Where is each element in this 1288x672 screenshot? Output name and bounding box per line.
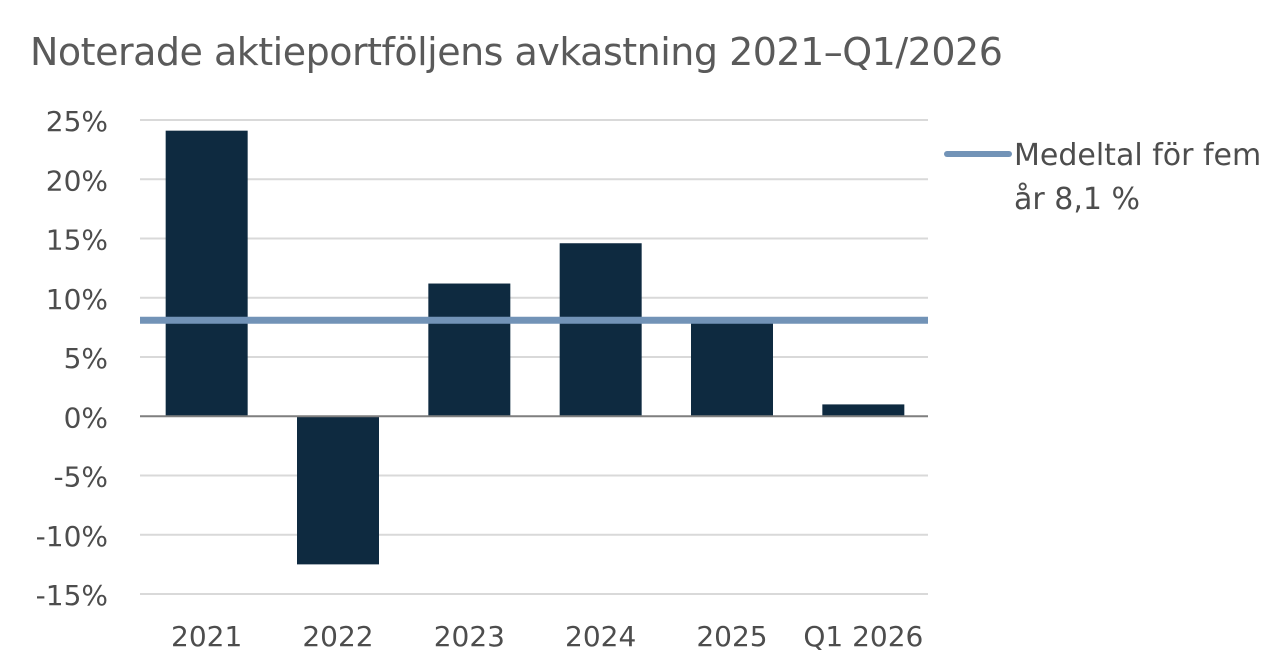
x-axis-tick-labels: 2021 2022 2023 2024 2025 Q1 2026	[171, 620, 923, 653]
y-tick-label: 20%	[46, 164, 108, 197]
bar-q1-2026	[822, 404, 905, 417]
chart-title: Noterade aktieportföljens avkastning 202…	[30, 30, 1003, 74]
y-tick-label: -10%	[36, 520, 108, 553]
gridlines	[140, 119, 928, 595]
bar-2024	[559, 243, 642, 417]
legend-average-label: Medeltal för fem år 8,1 %	[1014, 138, 1262, 217]
bars	[165, 130, 905, 565]
bar-2025	[691, 321, 773, 417]
y-tick-label: 10%	[46, 283, 108, 316]
x-tick-label: 2024	[565, 620, 636, 653]
x-tick-label: 2021	[171, 620, 242, 653]
bar-2021	[165, 130, 248, 417]
bar-2023	[428, 283, 511, 417]
y-tick-label: -15%	[36, 579, 108, 612]
x-tick-label: 2023	[434, 620, 505, 653]
bar-2022	[297, 416, 379, 565]
y-tick-label: -5%	[53, 461, 108, 494]
y-axis-tick-labels: 25% 20% 15% 10% 5% 0% -5% -10% -15%	[36, 105, 108, 612]
y-tick-label: 25%	[46, 105, 108, 138]
y-tick-label: 15%	[46, 224, 108, 257]
x-tick-label: 2022	[302, 620, 373, 653]
legend-average-line-swatch	[944, 151, 1012, 157]
y-tick-label: 5%	[64, 342, 108, 375]
y-tick-label: 0%	[64, 401, 108, 434]
x-tick-label: Q1 2026	[803, 620, 923, 653]
x-tick-label: 2025	[696, 620, 767, 653]
